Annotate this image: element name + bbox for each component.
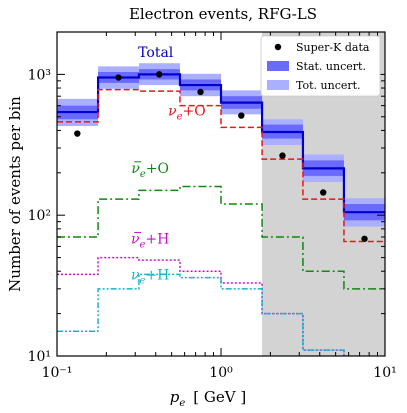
x-tick-label: 10⁻¹ (42, 365, 73, 381)
data-point (74, 130, 81, 137)
x-axis-label-unit: [ GeV ] (193, 388, 246, 406)
nue-h-line (57, 273, 345, 356)
label-nue-h: νe+H (131, 267, 169, 286)
y-tick-label: 10³ (28, 67, 51, 83)
data-point (115, 74, 122, 81)
data-point (197, 88, 204, 96)
legend-box (260, 35, 381, 97)
legend-marker-data (274, 43, 282, 51)
nuebar-o-line (57, 185, 385, 290)
x-axis-label-symbol: p (170, 388, 180, 406)
x-axis-label: pe [ GeV ] (170, 388, 246, 409)
plot-area: Total νe+O νe+O νe+H νe+H 10⁻¹ 10⁰ 10¹ 10¹ 10² 10³… (28, 31, 397, 381)
data-point (361, 235, 368, 242)
y-tick-label: 10² (28, 208, 51, 224)
legend-label-stat: Stat. uncert. (296, 60, 366, 73)
legend-marker-stat (267, 61, 289, 71)
y-tick-label: 10¹ (28, 349, 51, 365)
x-axis-label-sub: e (179, 398, 185, 409)
y-axis-label: Number of events per bin (6, 96, 24, 292)
label-nuebar-o: νe+O (131, 161, 169, 180)
legend-marker-tot (267, 80, 289, 90)
data-point (238, 112, 245, 119)
legend-label-data: Super-K data (296, 41, 370, 54)
data-point (320, 189, 327, 196)
legend-label-tot: Tot. uncert. (296, 79, 361, 92)
label-total: Total (138, 45, 174, 61)
label-nue-o: νe+O (168, 104, 206, 123)
legend: Super-K data Stat. uncert. Tot. uncert. (260, 35, 381, 97)
data-point (156, 71, 163, 78)
x-tick-label: 10¹ (373, 365, 396, 381)
nue-o-line (57, 88, 385, 243)
chart-title: Electron events, RFG-LS (129, 5, 317, 23)
label-nuebar-h: νe+H (131, 231, 169, 250)
data-point (279, 152, 286, 159)
x-tick-label: 10⁰ (209, 365, 233, 381)
